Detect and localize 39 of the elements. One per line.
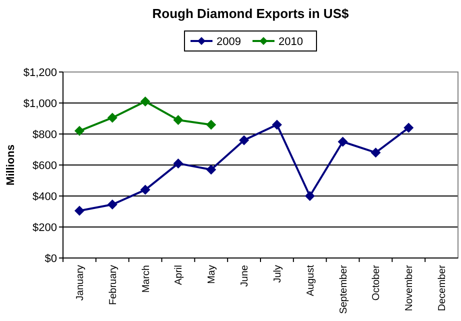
x-tick-label: May (206, 265, 218, 284)
x-tick-label: September (338, 264, 350, 314)
y-tick-label: $800 (32, 128, 57, 141)
point (107, 112, 118, 123)
point (140, 96, 150, 106)
point (239, 135, 250, 146)
legend-label: 2010 (278, 36, 303, 48)
x-tick-label: July (272, 265, 284, 283)
x-tick-label: December (437, 264, 448, 312)
legend-label: 2009 (216, 36, 241, 48)
point (173, 115, 184, 126)
x-tick-label: June (240, 264, 251, 287)
point (107, 200, 118, 210)
point (173, 158, 184, 168)
point (304, 191, 315, 201)
point (338, 136, 348, 147)
point (140, 184, 150, 195)
point (404, 122, 414, 133)
point (74, 126, 84, 136)
point (206, 164, 216, 175)
y-axis-title: Millions (5, 144, 17, 186)
chart-title: Rough Diamond Exports in US$ (152, 6, 350, 21)
point (206, 120, 216, 130)
x-tick-label: November (404, 264, 416, 312)
y-tick-label: $1,200 (23, 66, 57, 79)
point (370, 148, 381, 158)
x-tick-label: January (74, 265, 86, 301)
x-tick-label: April (174, 265, 185, 286)
point (272, 120, 282, 130)
y-tick-label: $1,000 (23, 98, 57, 110)
x-tick-label: March (140, 265, 152, 293)
x-tick-label: February (108, 265, 119, 306)
point (74, 206, 84, 216)
y-tick-label: $200 (32, 222, 57, 234)
y-tick-label: $0 (44, 252, 57, 265)
x-tick-label: August (305, 264, 316, 296)
y-tick-label: $400 (32, 190, 57, 203)
y-tick-label: $600 (32, 160, 57, 172)
x-tick-label: October (371, 264, 382, 301)
